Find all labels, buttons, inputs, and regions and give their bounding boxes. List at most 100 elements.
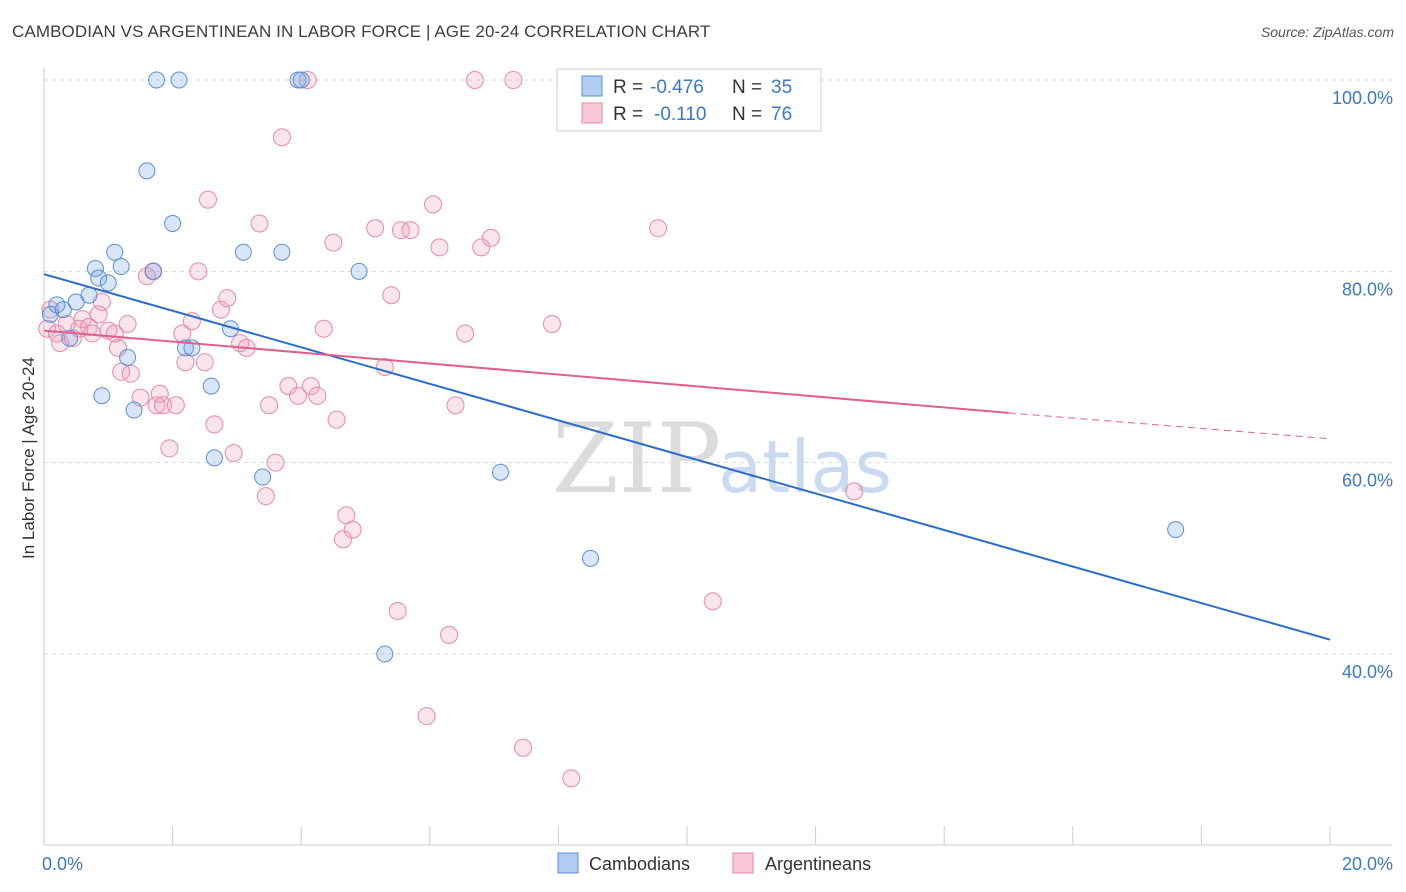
watermark-atlas: atlas (718, 425, 892, 509)
argentinean-point-29 (189, 262, 208, 281)
trend-lines (43, 273, 1331, 641)
y-tick-label-3: 40.0% (1342, 662, 1393, 682)
cambodian-point-0 (41, 305, 59, 323)
argentinean-point-32 (205, 415, 224, 434)
legend-n-value-1: 35 (771, 77, 792, 98)
cambodian-point-14 (138, 162, 156, 180)
argentinean-point-53 (343, 520, 362, 539)
argentinean-point-17 (121, 364, 140, 383)
legend-r-label-1: R = (613, 77, 643, 98)
argentinean-point-73 (649, 219, 668, 238)
argentinean-point-56 (382, 286, 401, 305)
legend-swatch-cambodians (581, 75, 603, 97)
legend-r-value-2: -0.110 (654, 104, 706, 125)
bottom-legend-cambodians: Cambodians (589, 854, 690, 874)
argentinean-point-65 (456, 324, 475, 343)
cambodian-point-11 (119, 348, 137, 366)
axes (43, 68, 1392, 846)
argentinean-point-71 (542, 314, 561, 333)
argentinean-point-68 (481, 228, 500, 247)
cambodian-point-31 (492, 463, 510, 481)
argentinean-point-39 (256, 487, 275, 506)
argentinean-point-35 (224, 444, 243, 463)
legend-swatch-argentineans (581, 102, 603, 124)
bottom-swatch-argentineans (732, 852, 754, 874)
cambodian-point-12 (93, 387, 111, 405)
argentinean-point-22 (150, 384, 169, 403)
legend-n-value-2: 76 (771, 104, 792, 125)
gridlines (44, 79, 1392, 655)
cambodian-point-29 (350, 262, 368, 280)
bottom-swatch-cambodians (557, 852, 579, 874)
argentinean-point-38 (250, 214, 269, 233)
argentinean-point-21 (147, 396, 166, 415)
argentinean-point-34 (218, 289, 237, 308)
argentinean-point-50 (327, 410, 346, 429)
cambodian-point-28 (292, 71, 310, 89)
argentinean-point-45 (298, 71, 317, 89)
cambodian-point-16 (148, 71, 166, 89)
argentinean-point-74 (703, 592, 722, 611)
argentinean-point-66 (465, 71, 484, 89)
cambodian-point-22 (205, 449, 223, 467)
argentinean-point-27 (176, 353, 195, 372)
cambodian-point-26 (273, 243, 291, 261)
argentinean-point-67 (472, 238, 491, 257)
y-tick-label-2: 60.0% (1342, 471, 1393, 491)
bottom-legend-argentineans: Argentineans (765, 854, 871, 874)
argentinean-point-41 (266, 453, 285, 472)
argentinean-point-69 (504, 71, 523, 89)
argentinean-point-25 (166, 396, 185, 415)
chart-title: CAMBODIAN VS ARGENTINEAN IN LABOR FORCE … (12, 22, 711, 41)
correlation-legend: R = -0.476 N = 35 R = -0.110 N = 76 (556, 68, 822, 132)
y-tick-label-0: 100.0% (1332, 88, 1393, 108)
y-tick-label-1: 80.0% (1342, 279, 1393, 299)
cambodian-point-13 (125, 401, 143, 419)
cambodian-point-10 (112, 258, 130, 276)
argentinean-point-49 (324, 233, 343, 252)
argentinean-point-63 (440, 625, 459, 644)
argentinean-point-72 (562, 769, 581, 788)
source-credit: Source: ZipAtlas.com (1260, 24, 1394, 40)
cambodian-point-30 (376, 645, 394, 663)
cambodian-point-32 (582, 549, 600, 567)
tick-labels: 100.0% 80.0% 60.0% 40.0% 0.0% 20.0% (42, 88, 1393, 874)
cambodians-trend-line (43, 273, 1331, 641)
argentinean-point-70 (514, 738, 533, 757)
argentinean-point-23 (153, 396, 172, 415)
argentinean-point-31 (198, 190, 217, 209)
y-axis-label: In Labor Force | Age 20-24 (19, 357, 38, 559)
argentinean-point-47 (308, 386, 327, 405)
argentineans-trend-line (43, 329, 1009, 414)
argentinean-point-58 (391, 221, 410, 240)
series-legend: Cambodians Argentineans (557, 852, 871, 874)
legend-r-label-2: R = (613, 104, 643, 125)
legend-n-label-1: N = (732, 77, 762, 98)
argentinean-point-40 (260, 396, 279, 415)
argentinean-point-57 (388, 601, 407, 620)
argentinean-point-51 (333, 530, 352, 549)
cambodian-point-18 (170, 71, 188, 89)
argentinean-point-44 (288, 386, 307, 405)
argentineans-trend-extension (1008, 412, 1331, 440)
argentinean-point-54 (366, 219, 385, 238)
cambodian-point-9 (106, 243, 124, 261)
cambodian-point-25 (254, 468, 272, 486)
argentinean-point-59 (401, 221, 420, 240)
cambodian-point-6 (86, 259, 104, 277)
argentineans-points (38, 71, 864, 788)
cambodians-points (41, 71, 1185, 663)
argentinean-point-60 (417, 707, 436, 726)
x-tick-label-1: 20.0% (1342, 854, 1393, 874)
argentinean-point-46 (301, 377, 320, 396)
argentinean-point-64 (446, 396, 465, 415)
argentinean-point-43 (279, 377, 298, 396)
cambodian-point-34 (1167, 521, 1185, 539)
cambodian-point-2 (54, 301, 72, 319)
cambodian-point-15 (144, 262, 162, 280)
cambodian-point-21 (202, 377, 220, 395)
x-tick-label-0: 0.0% (42, 854, 83, 874)
argentinean-point-30 (195, 353, 214, 372)
cambodian-point-5 (80, 286, 98, 304)
